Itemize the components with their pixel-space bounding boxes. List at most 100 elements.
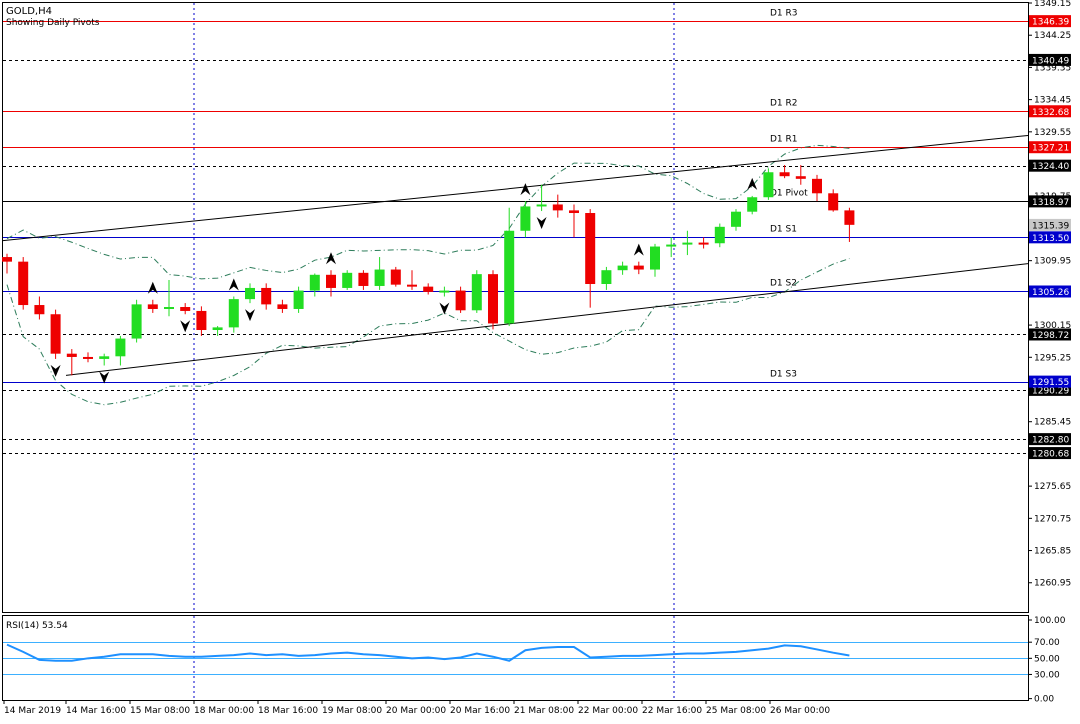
y-tick-label: 1334.45 [1034, 96, 1071, 106]
candle-body [504, 230, 515, 324]
candle-body [439, 290, 450, 293]
candle-body [601, 270, 612, 285]
candle-body [245, 287, 255, 300]
pivot-price-tag: 1332.68 [1032, 108, 1069, 118]
pivot-label: D1 R3 [770, 9, 798, 19]
band-upper [6, 144, 850, 280]
rsi-tick-label: 30.00 [1034, 670, 1060, 680]
candle-body [115, 338, 126, 357]
x-tick-label: 14 Mar 2019 [4, 706, 61, 716]
candle-body [666, 244, 677, 247]
levels-layer: D1 R3 D1 R2 D1 R1 D1 Pivot D1 S1 D1 S2 D1 S3 [3, 9, 1028, 454]
candle-body [747, 197, 758, 212]
candle-body [569, 210, 579, 214]
candle-body [99, 356, 110, 359]
level-price-tag: 1298.72 [1032, 331, 1069, 341]
candle-body [34, 305, 45, 315]
channel-upper [2, 134, 1029, 242]
x-tick-label: 20 Mar 00:00 [386, 706, 446, 716]
band-lower [6, 258, 850, 406]
fractal-down [180, 320, 191, 333]
pivot-price-tag: 1327.21 [1032, 144, 1069, 154]
pivot-price-tag: 1318.97 [1032, 198, 1069, 208]
fractal-up [633, 243, 644, 256]
price-panel-frame [2, 2, 1029, 613]
x-tick-label: 25 Mar 08:00 [706, 706, 766, 716]
axis-layer: 1349.151344.251339.351334.451329.551319.… [3, 0, 1071, 716]
y-tick-label: 1295.25 [1034, 353, 1071, 363]
level-price-tag-bg [1029, 53, 1071, 66]
candle-body [261, 287, 272, 305]
candle-body [277, 304, 288, 309]
candle-body [650, 246, 660, 270]
fractal-up [326, 252, 336, 265]
level-price-tag: 1340.49 [1032, 56, 1069, 66]
candle-body [682, 242, 693, 245]
pivot-price-tag: 1291.55 [1032, 378, 1069, 388]
candle-body [358, 272, 369, 286]
pivot-price-tag-bg [1029, 231, 1071, 244]
candle-body [293, 290, 304, 309]
pivot-label: D1 R2 [770, 99, 798, 109]
pivot-label: D1 Pivot [770, 189, 808, 199]
x-tick-label: 15 Mar 08:00 [130, 706, 190, 716]
candle-body [2, 257, 12, 262]
price-tags-layer: 1340.49 1324.40 1298.72 1290.29 1282.80 1280.… [1029, 15, 1071, 460]
candle-body [196, 310, 207, 331]
candle-body [552, 204, 563, 211]
fractal-down [99, 371, 110, 384]
fractal-up [228, 278, 239, 291]
y-tick-label: 1349.15 [1034, 0, 1071, 9]
x-tick-label: 18 Mar 16:00 [258, 706, 318, 716]
pivot-label: D1 S2 [770, 279, 797, 289]
y-tick-label: 1265.85 [1034, 547, 1071, 557]
candle-body [633, 265, 644, 270]
candle-body [50, 314, 61, 354]
rsi-label: RSI(14) 53.54 [6, 621, 68, 631]
rsi-layer [3, 642, 1028, 675]
candle-body [66, 353, 77, 357]
channel-lower [65, 263, 1029, 376]
candle-body [698, 242, 709, 245]
y-tick-label: 1309.95 [1034, 257, 1071, 267]
candle-body [374, 269, 385, 286]
candle-body [844, 210, 855, 225]
fractal-up [747, 177, 758, 190]
candle-body [731, 211, 741, 227]
pivot-price-tag: 1313.50 [1032, 234, 1069, 244]
level-price-tag-bg [1029, 159, 1071, 172]
fractals-layer [50, 177, 758, 384]
rsi-tick-label: 100.00 [1034, 616, 1066, 626]
current-price-tag-bg [1029, 218, 1071, 231]
level-price-tag: 1280.68 [1032, 450, 1069, 460]
pivot-price-tag-bg [1029, 195, 1071, 208]
candle-body [585, 213, 596, 285]
x-tick-label: 20 Mar 16:00 [450, 706, 510, 716]
y-tick-label: 1300.15 [1034, 321, 1071, 331]
level-price-tag-bg [1029, 328, 1071, 341]
pivot-price-tag: 1305.26 [1032, 288, 1069, 298]
candle-body [714, 226, 725, 244]
x-tick-label: 26 Mar 00:00 [770, 706, 830, 716]
candle-body [131, 304, 142, 339]
pivot-price-tag-bg [1029, 15, 1071, 28]
pivot-price-tag-bg [1029, 375, 1071, 388]
chart-subtitle: Showing Daily Pivots [6, 18, 100, 28]
level-price-tag: 1324.40 [1032, 162, 1069, 172]
rsi-tick-label: 50.00 [1034, 654, 1060, 664]
y-tick-label: 1344.25 [1034, 31, 1071, 41]
fractal-up [520, 183, 531, 196]
x-tick-label: 21 Mar 08:00 [514, 706, 574, 716]
candle-body [828, 193, 839, 211]
candle-body [228, 299, 239, 328]
fractal-down [50, 364, 61, 377]
y-tick-label: 1270.75 [1034, 514, 1071, 524]
chart-symbol: GOLD,H4 [6, 6, 52, 17]
pivot-price-tag-bg [1029, 285, 1071, 298]
candle-body [763, 172, 774, 198]
candle-body [407, 284, 417, 287]
candle-body [212, 327, 223, 331]
candle-body [779, 172, 790, 177]
